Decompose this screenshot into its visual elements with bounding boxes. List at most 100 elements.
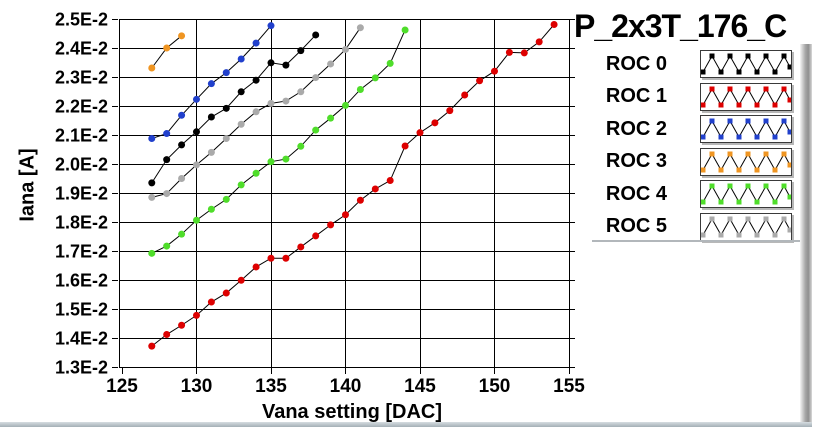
data-point	[148, 193, 156, 201]
data-point	[252, 263, 260, 271]
svg-text:1.6E-2: 1.6E-2	[55, 271, 108, 291]
data-point	[237, 55, 245, 63]
svg-text:155: 155	[553, 376, 585, 397]
legend-line-style-icon[interactable]	[700, 115, 792, 143]
legend-item-roc-2[interactable]: ROC 2	[593, 115, 803, 143]
data-point	[192, 311, 200, 319]
data-point	[267, 158, 275, 166]
x-axis-title: Vana setting [DAC]	[261, 401, 443, 423]
tick-marks	[112, 19, 575, 374]
svg-text:2.3E-2: 2.3E-2	[55, 68, 108, 88]
data-point	[237, 276, 245, 284]
data-point	[207, 113, 215, 121]
data-point	[327, 60, 335, 68]
data-point	[163, 44, 171, 52]
data-point	[312, 126, 320, 134]
panel-edge-bottom	[0, 422, 812, 427]
data-point	[207, 205, 215, 213]
data-point	[178, 175, 186, 182]
data-point	[312, 74, 320, 82]
data-point	[207, 148, 215, 156]
data-point	[178, 111, 186, 119]
data-point	[237, 120, 245, 128]
data-point	[163, 242, 171, 250]
svg-text:2.0E-2: 2.0E-2	[55, 155, 108, 175]
data-point	[252, 39, 260, 47]
data-point	[341, 101, 349, 109]
data-point	[192, 95, 200, 103]
data-point	[148, 249, 156, 257]
legend-item-label: ROC 2	[605, 117, 667, 140]
data-point	[476, 77, 484, 85]
data-point	[148, 134, 156, 142]
data-point	[490, 67, 498, 75]
data-point	[178, 321, 186, 329]
data-point	[207, 298, 215, 306]
legend-line-style-icon[interactable]	[700, 212, 792, 241]
legend-line-style-icon[interactable]	[700, 180, 792, 208]
data-point	[192, 128, 200, 136]
data-point	[222, 289, 230, 297]
data-point	[267, 254, 275, 262]
data-point	[148, 179, 156, 187]
legend-item-roc-4[interactable]: ROC 4	[593, 180, 803, 208]
data-point	[356, 24, 364, 32]
data-point	[401, 26, 409, 34]
panel-edge-right	[800, 44, 812, 426]
x-tick-labels: 125 130 135 140 145 150 155	[106, 376, 585, 397]
data-point	[252, 108, 260, 116]
data-point	[222, 104, 230, 112]
legend-item-label: ROC 5	[605, 215, 667, 237]
data-point	[148, 64, 156, 72]
data-point	[252, 169, 260, 177]
data-point	[327, 114, 335, 122]
data-point	[297, 47, 305, 55]
data-point	[356, 196, 364, 204]
data-point	[282, 97, 290, 105]
data-point	[237, 88, 245, 96]
data-point	[327, 221, 335, 229]
svg-text:2.1E-2: 2.1E-2	[55, 126, 108, 146]
svg-text:1.7E-2: 1.7E-2	[55, 242, 108, 262]
data-point	[178, 141, 186, 149]
data-point	[431, 119, 439, 127]
data-point	[163, 156, 171, 164]
svg-text:2.4E-2: 2.4E-2	[55, 39, 108, 59]
legend-item-label: ROC 0	[605, 52, 667, 75]
data-point	[356, 85, 364, 93]
svg-text:140: 140	[330, 376, 362, 397]
data-point	[237, 181, 245, 189]
plot-frame	[119, 19, 570, 368]
data-point	[312, 232, 320, 240]
legend-line-style-icon[interactable]	[700, 147, 792, 176]
data-point	[207, 80, 215, 88]
legend-line-style-icon[interactable]	[700, 82, 792, 111]
data-point	[416, 129, 424, 137]
graph-title: P_2x3T_176_C	[574, 8, 787, 44]
legend-line-style-icon[interactable]	[700, 50, 792, 78]
data-point	[446, 107, 454, 115]
svg-text:145: 145	[404, 376, 436, 397]
data-point	[550, 21, 558, 29]
data-point	[222, 69, 230, 77]
legend-item-roc-3[interactable]: ROC 3	[593, 147, 803, 176]
data-point	[341, 211, 349, 219]
data-point	[371, 74, 379, 82]
series-roc-2	[148, 22, 275, 142]
svg-text:1.4E-2: 1.4E-2	[55, 329, 108, 349]
data-point	[386, 59, 394, 67]
legend-item-label: ROC 3	[605, 150, 667, 172]
gridlines	[119, 19, 569, 367]
data-point	[386, 177, 394, 185]
data-point	[267, 99, 275, 107]
data-point	[178, 32, 186, 40]
legend-item-roc-0[interactable]: ROC 0	[593, 50, 803, 78]
data-point	[505, 48, 513, 56]
data-point	[192, 216, 200, 224]
legend-item-roc-1[interactable]: ROC 1	[593, 82, 803, 111]
y-axis-title: Iana [A]	[16, 148, 39, 222]
legend-item-roc-5[interactable]: ROC 5	[593, 212, 803, 241]
data-point	[535, 38, 543, 46]
